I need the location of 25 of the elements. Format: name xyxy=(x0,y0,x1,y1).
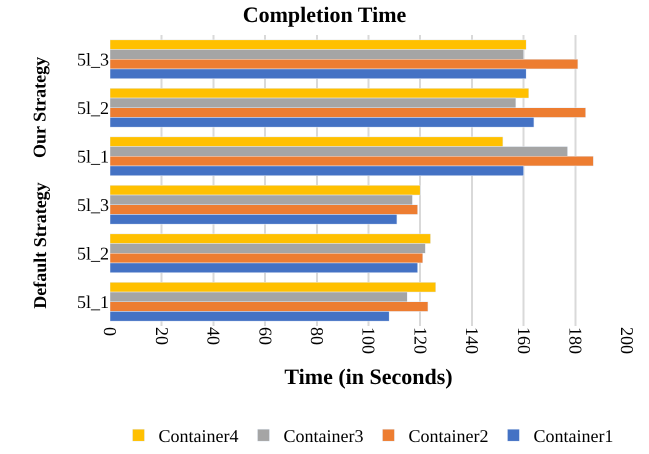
x-tick-label: 200 xyxy=(617,327,638,354)
chart-title: Completion Time xyxy=(242,2,407,28)
x-tick-label: 140 xyxy=(462,327,482,354)
y-tick-label: 5l_2 xyxy=(76,98,109,118)
y-tick-label: 5l_2 xyxy=(76,244,109,264)
y-tick-label: 5l_3 xyxy=(76,50,109,70)
text: Our Strategy xyxy=(30,56,50,158)
text: Default Strategy xyxy=(30,182,50,309)
x-tick-label: 120 xyxy=(410,327,430,354)
legend-label: Container2 xyxy=(408,426,488,446)
x-tick-label: 100 xyxy=(358,327,379,354)
x-tick-label: 40 xyxy=(204,327,224,345)
x-axis-title: Time (in Seconds) xyxy=(284,364,453,389)
y-tick-label: 5l_1 xyxy=(76,292,109,312)
x-tick-label: 180 xyxy=(565,327,586,354)
x-tick-label: 160 xyxy=(514,327,534,354)
x-tick-label: 80 xyxy=(306,327,327,345)
legend-label: Container3 xyxy=(283,426,364,446)
x-tick-label: 0 xyxy=(100,327,120,336)
legend-label: Container1 xyxy=(533,426,614,446)
x-tick-label: 20 xyxy=(152,327,172,345)
y-tick-label: 5l_3 xyxy=(76,195,109,216)
legend-label: Container4 xyxy=(158,426,238,446)
y-tick-label: 5l_1 xyxy=(76,146,109,167)
x-tick-label: 60 xyxy=(255,327,276,345)
